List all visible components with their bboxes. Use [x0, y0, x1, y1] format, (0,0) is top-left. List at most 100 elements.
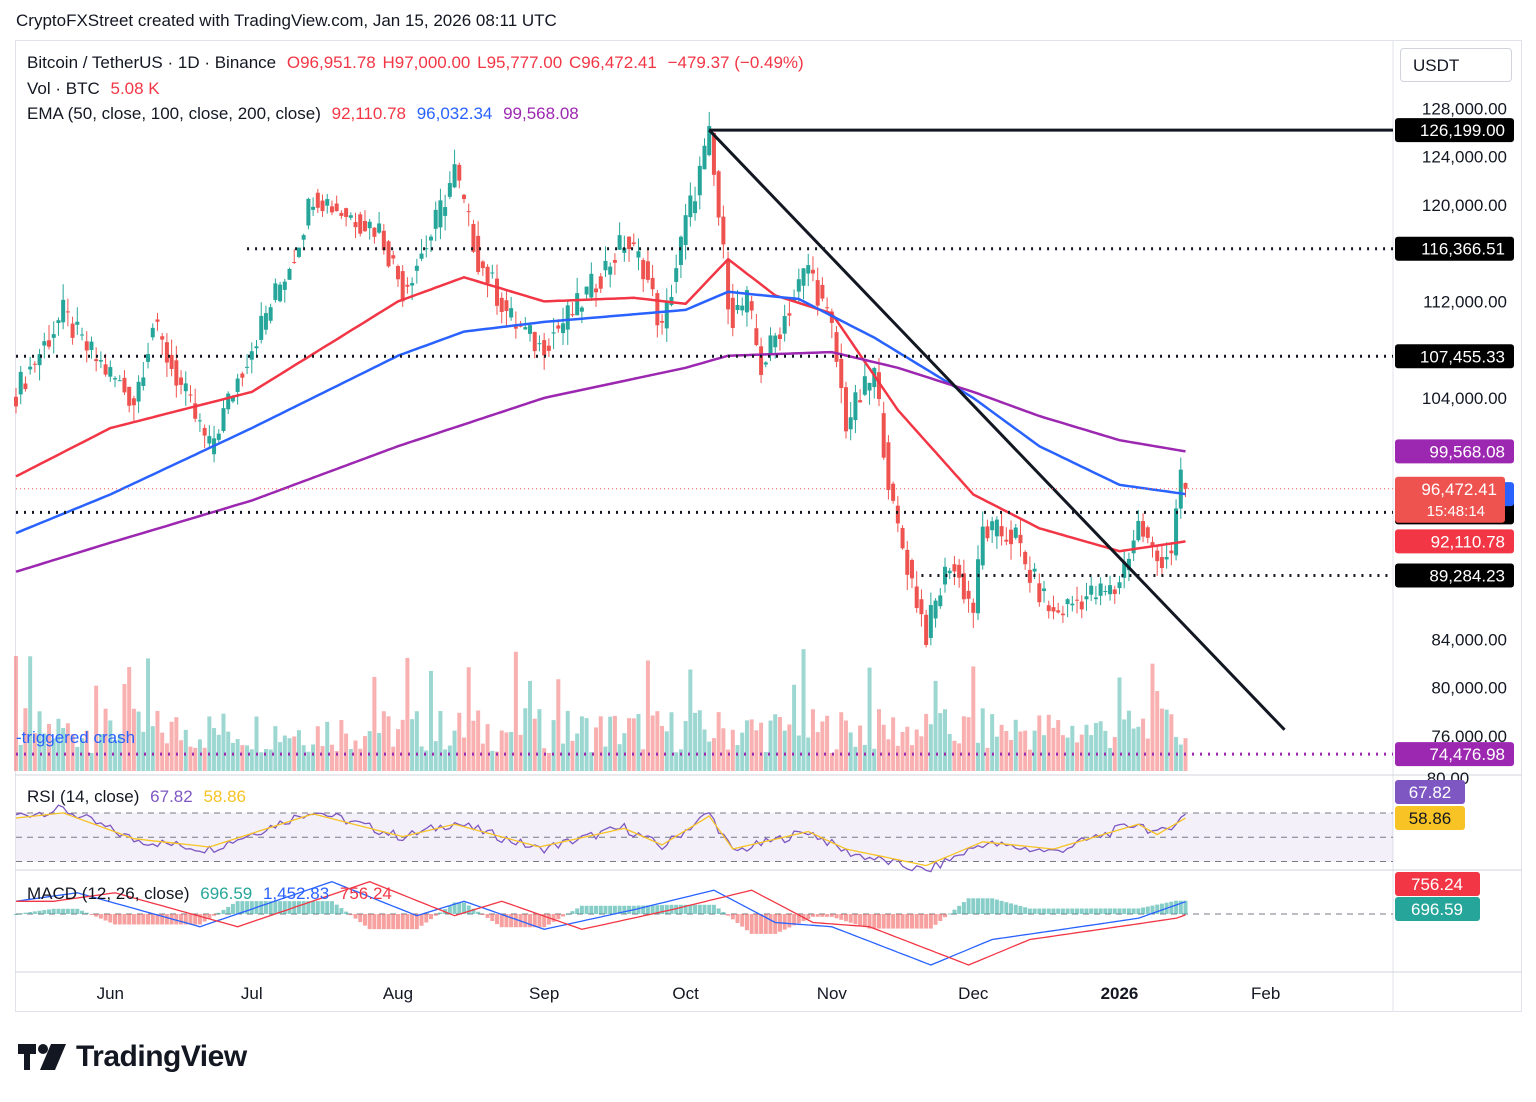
- volume-bar: [504, 732, 509, 771]
- volume-label[interactable]: Vol · BTC: [27, 79, 100, 98]
- candle-body: [183, 383, 188, 392]
- volume-bar: [815, 732, 820, 771]
- candle-body: [226, 393, 231, 410]
- volume-bar: [1122, 719, 1127, 771]
- volume-bar: [716, 712, 721, 771]
- candle-body: [94, 359, 99, 362]
- macd-hist-bar: [1136, 908, 1141, 914]
- candle-body: [707, 126, 712, 156]
- macd-hist-bar: [556, 914, 561, 920]
- volume-bar: [1013, 719, 1018, 771]
- volume-bar: [631, 718, 636, 771]
- candle-body: [263, 313, 268, 330]
- volume-bar: [938, 713, 943, 771]
- macd-hist-bar: [344, 911, 349, 914]
- macd-hist-bar: [697, 904, 702, 914]
- ema-line-1: [15, 290, 1186, 535]
- volume-bar: [155, 710, 160, 771]
- candle-body: [589, 273, 594, 298]
- candle-body: [325, 199, 330, 206]
- candle-body: [631, 242, 636, 245]
- candle-body: [900, 527, 905, 549]
- volume-bar: [372, 676, 377, 771]
- candle-body: [608, 266, 613, 275]
- macd-hist-bar: [70, 908, 75, 914]
- volume-bar: [457, 712, 462, 771]
- candle-body: [188, 394, 193, 396]
- volume-bar: [947, 733, 952, 771]
- candle-body: [1183, 482, 1188, 489]
- candle-body: [943, 566, 948, 585]
- macd-label[interactable]: MACD (12, 26, close): [27, 884, 190, 903]
- candle-body: [1169, 550, 1174, 554]
- chart-annotation[interactable]: -triggered crash: [16, 728, 136, 747]
- volume-bar: [1141, 718, 1146, 771]
- ohlc-low: L95,777.00: [477, 53, 563, 72]
- macd-hist-bar: [348, 914, 353, 916]
- symbol-title[interactable]: Bitcoin / TetherUS · 1D · Binance: [27, 53, 277, 72]
- macd-hist-bar: [773, 914, 778, 934]
- volume-bar: [424, 750, 429, 771]
- volume-bar: [532, 718, 537, 771]
- macd-hist-bar: [56, 908, 61, 914]
- rsi-label[interactable]: RSI (14, close): [27, 787, 140, 806]
- volume-bar: [551, 720, 556, 771]
- volume-bar: [726, 749, 731, 771]
- candle-body: [160, 336, 165, 340]
- volume-bar: [42, 733, 47, 771]
- volume-bar: [61, 727, 66, 771]
- volume-bar: [282, 735, 287, 771]
- candle-body: [301, 235, 306, 240]
- rsi-legend: RSI (14, close) 67.82 58.86: [27, 787, 252, 807]
- volume-bar: [820, 721, 825, 771]
- volume-bar: [141, 731, 146, 771]
- macd-hist-bar: [1070, 908, 1075, 914]
- volume-bar: [480, 743, 485, 771]
- macd-hist-bar: [744, 914, 749, 931]
- level-price-tag-bg: [1395, 236, 1514, 261]
- macd-line-value: 1,452.83: [262, 884, 330, 903]
- candle-body: [1126, 558, 1131, 571]
- macd-hist-bar: [32, 911, 37, 914]
- macd-hist-bar: [1046, 908, 1051, 914]
- candle-body: [961, 573, 966, 600]
- candle-body: [334, 203, 339, 212]
- candle-body: [905, 549, 910, 575]
- candle-body: [377, 223, 382, 233]
- macd-hist-bar: [806, 914, 811, 919]
- volume-bar: [1136, 726, 1141, 771]
- volume-bar: [240, 745, 245, 771]
- ema200-price-tag-bg: [1395, 439, 1514, 464]
- volume-bar: [127, 667, 132, 771]
- macd-hist-bar: [796, 914, 801, 924]
- candle-body: [443, 207, 448, 216]
- candle-body: [825, 307, 830, 309]
- volume-bar: [160, 732, 165, 771]
- tradingview-logo[interactable]: TradingView: [18, 1040, 247, 1074]
- macd-hist-bar: [523, 914, 528, 928]
- volume-bar: [617, 744, 622, 771]
- candle-body: [103, 364, 108, 375]
- macd-hist-bar: [730, 914, 735, 920]
- volume-bar: [273, 726, 278, 771]
- volume-bar: [32, 733, 37, 771]
- ema-label[interactable]: EMA (50, close, 100, close, 200, close): [27, 104, 321, 123]
- candle-body: [551, 332, 556, 334]
- volume-bar: [235, 739, 240, 771]
- candle-body: [976, 559, 981, 614]
- candle-body: [730, 297, 735, 329]
- currency-button[interactable]: USDT: [1400, 48, 1512, 82]
- volume-bar: [608, 716, 613, 771]
- macd-hist-bar: [1093, 908, 1098, 914]
- volume-bar: [419, 746, 424, 771]
- macd-hist-bar: [754, 914, 759, 934]
- macd-hist-bar: [1122, 908, 1127, 914]
- volume-bar: [678, 749, 683, 771]
- volume-bar: [230, 742, 235, 771]
- volume-bar: [188, 746, 193, 771]
- macd-hist-bar: [301, 901, 306, 914]
- macd-hist-bar: [1065, 908, 1070, 914]
- ema100-value: 96,032.34: [416, 104, 493, 123]
- macd-hist-bar: [594, 905, 599, 914]
